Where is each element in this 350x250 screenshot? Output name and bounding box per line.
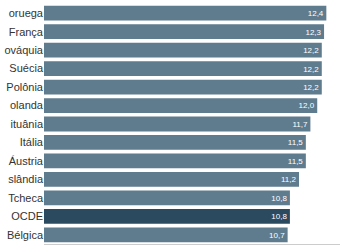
- svg-text:12,0: 12,0: [299, 101, 315, 110]
- svg-text:12,2: 12,2: [303, 83, 319, 92]
- svg-text:10,7: 10,7: [269, 231, 285, 240]
- svg-text:11,7: 11,7: [292, 120, 308, 129]
- svg-text:12,4: 12,4: [308, 9, 324, 18]
- svg-text:OCDE: OCDE: [11, 210, 43, 222]
- svg-text:França: França: [9, 26, 44, 38]
- svg-text:11,5: 11,5: [288, 157, 304, 166]
- svg-text:Suécia: Suécia: [9, 62, 44, 74]
- svg-text:Bélgica: Bélgica: [7, 229, 44, 241]
- svg-text:12,2: 12,2: [303, 46, 319, 55]
- svg-text:olanda: olanda: [10, 99, 44, 111]
- svg-text:Tcheca: Tcheca: [8, 192, 44, 204]
- svg-text:ováquia: ováquia: [4, 44, 43, 56]
- svg-text:11,5: 11,5: [288, 138, 304, 147]
- svg-text:slândia: slândia: [8, 173, 44, 185]
- svg-text:10,8: 10,8: [271, 212, 287, 221]
- svg-text:Áustria: Áustria: [9, 155, 44, 167]
- svg-text:Polônia: Polônia: [6, 81, 44, 93]
- svg-text:Itália: Itália: [20, 136, 44, 148]
- svg-text:12,2: 12,2: [303, 65, 319, 74]
- svg-text:ituânia: ituânia: [11, 118, 44, 130]
- svg-text:11,2: 11,2: [281, 175, 297, 184]
- svg-text:12,3: 12,3: [305, 28, 321, 37]
- svg-text:10,8: 10,8: [271, 194, 287, 203]
- svg-text:oruega: oruega: [9, 7, 44, 19]
